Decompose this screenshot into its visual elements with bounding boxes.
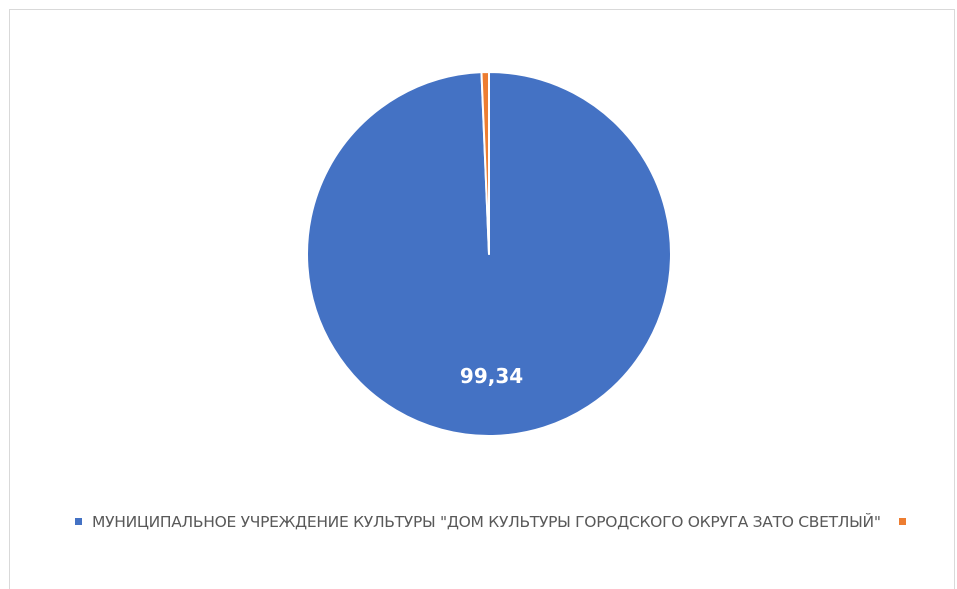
legend-swatch-0 — [75, 518, 82, 525]
data-label-0: 99,34 — [460, 364, 523, 388]
legend-entry-0: МУНИЦИПАЛЬНОЕ УЧРЕЖДЕНИЕ КУЛЬТУРЫ "ДОМ К… — [75, 513, 885, 531]
legend-entry-1 — [899, 513, 916, 531]
legend: МУНИЦИПАЛЬНОЕ УЧРЕЖДЕНИЕ КУЛЬТУРЫ "ДОМ К… — [75, 509, 935, 536]
legend-label-0: МУНИЦИПАЛЬНОЕ УЧРЕЖДЕНИЕ КУЛЬТУРЫ "ДОМ К… — [92, 513, 881, 531]
legend-swatch-1 — [899, 518, 907, 525]
pie-slice-1 — [480, 71, 490, 255]
